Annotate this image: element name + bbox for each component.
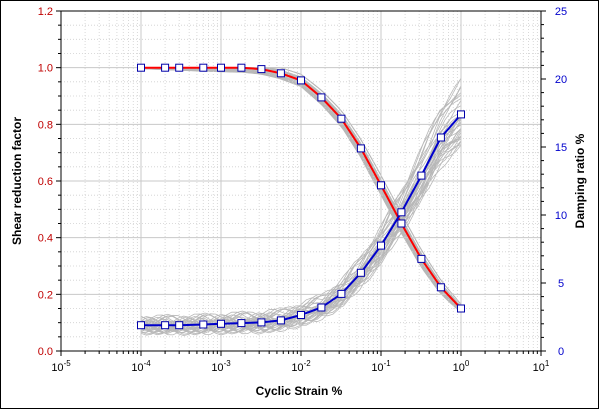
y-left-tick-label: 0.4 <box>38 233 53 245</box>
grid-lines <box>60 10 541 352</box>
shear-point <box>436 283 445 292</box>
damping-point <box>237 319 246 328</box>
x-axis-title: Cyclic Strain % <box>256 384 343 398</box>
damping-point <box>417 171 426 180</box>
shear-point <box>457 304 465 313</box>
y-right-tick-label: 20 <box>555 74 567 86</box>
shear-point <box>199 63 208 72</box>
tick-labels: 10-5 10-4 10-3 10-2 10-1 100 1010.00.20.40.60.… <box>38 6 567 374</box>
y-right-tick-label: 25 <box>555 6 567 18</box>
damping-point <box>175 321 184 330</box>
y-right-tick-label: 5 <box>558 278 564 290</box>
damping-point <box>137 321 145 330</box>
damping-point <box>257 318 266 327</box>
y-right-tick-label: 15 <box>555 142 567 154</box>
shear-point <box>217 63 225 72</box>
shear-point <box>276 69 285 78</box>
x-tick-label: 10-3 <box>211 359 231 374</box>
shear-point <box>337 114 346 123</box>
y-left-tick-label: 0.0 <box>38 346 53 358</box>
y-left-tick-label: 0.6 <box>38 176 53 188</box>
shear-point <box>377 181 385 190</box>
left-y-axis-title: Shear reduction factor <box>10 117 24 245</box>
x-tick-label: 10-2 <box>291 359 311 374</box>
shear-point <box>356 144 365 153</box>
y-left-tick-label: 1.0 <box>38 63 53 75</box>
shear-point <box>137 63 145 72</box>
damping-point <box>276 316 285 325</box>
shear-point <box>417 254 426 263</box>
damping-point <box>199 320 208 329</box>
axis-ticks <box>56 10 546 356</box>
series-layer <box>137 63 465 330</box>
damping-point <box>217 319 225 328</box>
shear-point <box>397 219 406 228</box>
x-tick-label: 10-1 <box>371 359 391 374</box>
shear-point <box>237 63 246 72</box>
y-right-tick-label: 0 <box>558 346 564 358</box>
damping-point <box>377 241 385 250</box>
shear-point <box>257 65 266 74</box>
y-right-tick-label: 10 <box>555 210 567 222</box>
x-tick-label: 10-4 <box>131 359 151 374</box>
damping-point <box>337 289 346 298</box>
damping-point <box>297 311 305 319</box>
right-y-axis-title: Damping ratio % <box>573 133 587 228</box>
x-tick-label: 100 <box>453 359 470 374</box>
shear-point <box>175 63 184 72</box>
y-left-tick-label: 0.2 <box>38 289 53 301</box>
shear-point <box>161 63 170 72</box>
y-left-tick-label: 1.2 <box>38 6 53 18</box>
damping-point <box>397 208 406 217</box>
damping-point <box>317 303 326 312</box>
shear-point <box>297 76 305 85</box>
shear-point <box>317 93 326 102</box>
x-tick-label: 101 <box>533 359 550 374</box>
damping-point <box>161 321 170 330</box>
y-left-tick-label: 0.8 <box>38 119 53 131</box>
damping-point <box>356 268 365 277</box>
x-tick-label: 10-5 <box>51 359 71 374</box>
damping-point <box>436 133 445 142</box>
damping-point <box>457 110 465 119</box>
